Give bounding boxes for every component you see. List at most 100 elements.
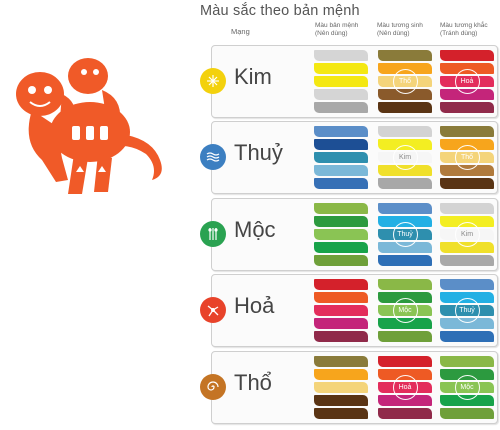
color-swatch — [378, 255, 432, 266]
element-row: Thuỷ Kim Thổ — [200, 121, 498, 194]
color-swatch — [314, 203, 368, 214]
color-swatch — [378, 126, 432, 137]
header-tuong-sinh-line1: Màu tương sinh — [377, 22, 423, 29]
header-tuong-khac-line1: Màu tương khắc — [440, 22, 488, 29]
color-swatch — [378, 408, 432, 419]
color-swatch — [314, 408, 368, 419]
color-swatch — [378, 292, 432, 303]
color-swatch — [440, 408, 494, 419]
element-row: Mộc Thuỷ Kim — [200, 198, 498, 271]
element-overlay-label: Thổ — [392, 69, 418, 94]
paper-cut-monkey-icon — [16, 58, 162, 194]
color-swatch — [314, 331, 368, 342]
color-swatch — [378, 165, 432, 176]
color-swatch — [440, 139, 494, 150]
ban-menh-swatches — [314, 126, 368, 191]
color-swatch — [314, 229, 368, 240]
color-swatch — [314, 318, 368, 329]
ban-menh-swatches — [314, 203, 368, 268]
color-swatch — [314, 126, 368, 137]
color-swatch — [378, 369, 432, 380]
color-swatch — [378, 356, 432, 367]
color-swatch — [378, 50, 432, 61]
color-swatch — [440, 63, 494, 74]
ban-menh-swatches — [314, 279, 368, 344]
tuong-sinh-swatches: Thổ — [378, 50, 432, 115]
header-ban-menh: Màu bản mệnh (Nên dùng) — [315, 22, 358, 38]
tuong-sinh-swatches: Thuỷ — [378, 203, 432, 268]
element-name: Hoả — [234, 293, 275, 318]
color-swatch — [378, 203, 432, 214]
tuong-khac-swatches: Thổ — [440, 126, 494, 191]
color-swatch — [378, 331, 432, 342]
fire-icon — [200, 297, 226, 323]
color-swatch — [314, 395, 368, 406]
color-swatch — [314, 76, 368, 87]
color-swatch — [314, 102, 368, 113]
header-tuong-sinh: Màu tương sinh (Nên dùng) — [377, 22, 423, 38]
header-tuong-khac: Màu tương khắc (Tránh dùng) — [440, 22, 488, 38]
element-overlay-label: Thuỷ — [392, 222, 418, 247]
color-swatch — [440, 395, 494, 406]
element-name: Thuỷ — [234, 140, 283, 165]
wood-icon — [200, 221, 226, 247]
color-swatch — [314, 152, 368, 163]
page-title: Màu sắc theo bản mệnh — [200, 3, 360, 19]
color-swatch — [314, 63, 368, 74]
element-overlay-label: Mộc — [454, 375, 480, 400]
color-swatch — [440, 369, 494, 380]
color-swatch — [378, 318, 432, 329]
color-swatch — [314, 305, 368, 316]
color-swatch — [314, 255, 368, 266]
element-overlay-label: Mộc — [392, 298, 418, 323]
tuong-khac-swatches: Mộc — [440, 356, 494, 421]
color-swatch — [440, 279, 494, 290]
color-swatch — [440, 242, 494, 253]
color-swatch — [378, 242, 432, 253]
color-swatch — [378, 102, 432, 113]
color-swatch — [440, 165, 494, 176]
color-swatch — [378, 395, 432, 406]
element-row: Thổ Hoả Mộc — [200, 351, 498, 424]
header-ban-menh-line1: Màu bản mệnh — [315, 22, 359, 29]
color-swatch — [440, 126, 494, 137]
color-swatch — [314, 242, 368, 253]
color-swatch — [378, 279, 432, 290]
element-overlay-label: Hoả — [454, 69, 480, 94]
color-swatch — [440, 331, 494, 342]
color-swatch — [440, 102, 494, 113]
color-swatch — [440, 89, 494, 100]
color-swatch — [378, 216, 432, 227]
element-overlay-label: Hoả — [392, 375, 418, 400]
element-name: Thổ — [234, 370, 272, 395]
monkey-illustration — [2, 42, 178, 200]
tuong-sinh-swatches: Hoả — [378, 356, 432, 421]
element-name: Mộc — [234, 217, 276, 242]
color-swatch — [440, 216, 494, 227]
kim-icon — [200, 68, 226, 94]
color-swatch — [314, 50, 368, 61]
color-swatch — [314, 165, 368, 176]
element-name: Kim — [234, 64, 272, 89]
ban-menh-swatches — [314, 50, 368, 115]
color-swatch — [314, 292, 368, 303]
color-swatch — [440, 50, 494, 61]
color-swatch — [378, 63, 432, 74]
color-swatch — [440, 292, 494, 303]
color-swatch — [440, 318, 494, 329]
header-tuong-khac-line2: (Tránh dùng) — [440, 30, 478, 37]
color-swatch — [440, 255, 494, 266]
color-swatch — [314, 178, 368, 189]
color-swatch — [314, 382, 368, 393]
color-swatch — [440, 203, 494, 214]
color-swatch — [314, 216, 368, 227]
tuong-sinh-swatches: Kim — [378, 126, 432, 191]
element-row: Hoả Mộc Thuỷ — [200, 274, 498, 347]
tuong-khac-swatches: Thuỷ — [440, 279, 494, 344]
color-swatch — [378, 89, 432, 100]
color-swatch — [314, 356, 368, 367]
element-overlay-label: Kim — [392, 145, 418, 170]
color-swatch — [440, 178, 494, 189]
color-swatch — [314, 279, 368, 290]
ban-menh-swatches — [314, 356, 368, 421]
